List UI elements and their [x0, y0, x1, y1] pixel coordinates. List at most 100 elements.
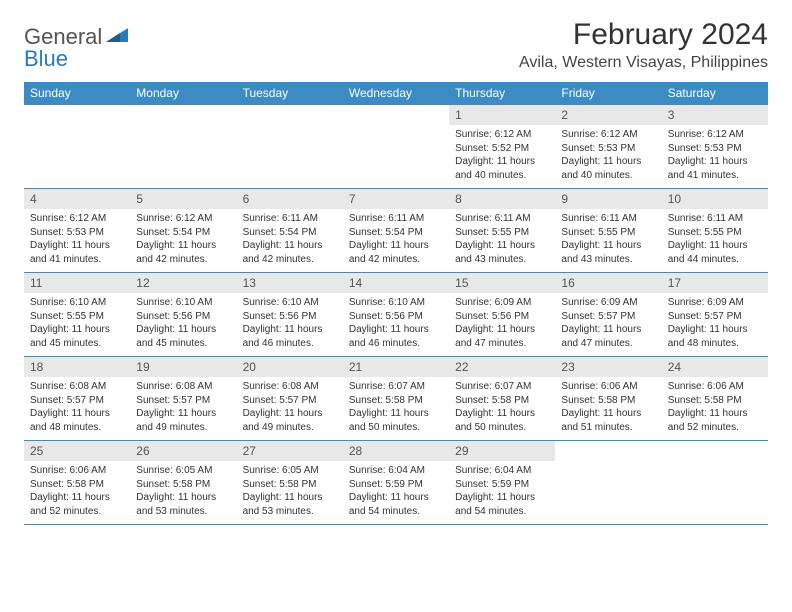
day-number: 21 — [343, 357, 449, 377]
header: General February 2024 Avila, Western Vis… — [24, 18, 768, 72]
day-cell: 10Sunrise: 6:11 AMSunset: 5:55 PMDayligh… — [662, 189, 768, 272]
day-cell: 22Sunrise: 6:07 AMSunset: 5:58 PMDayligh… — [449, 357, 555, 440]
day-details: Sunrise: 6:08 AMSunset: 5:57 PMDaylight:… — [130, 377, 236, 440]
day-number: 13 — [237, 273, 343, 293]
weekday-header: Saturday — [662, 82, 768, 104]
week-row: 1Sunrise: 6:12 AMSunset: 5:52 PMDaylight… — [24, 104, 768, 188]
day-number: 5 — [130, 189, 236, 209]
day-cell: 4Sunrise: 6:12 AMSunset: 5:53 PMDaylight… — [24, 189, 130, 272]
day-cell: 20Sunrise: 6:08 AMSunset: 5:57 PMDayligh… — [237, 357, 343, 440]
day-number: 6 — [237, 189, 343, 209]
week-row: 18Sunrise: 6:08 AMSunset: 5:57 PMDayligh… — [24, 356, 768, 440]
day-cell — [343, 105, 449, 188]
day-cell: 12Sunrise: 6:10 AMSunset: 5:56 PMDayligh… — [130, 273, 236, 356]
day-details: Sunrise: 6:09 AMSunset: 5:57 PMDaylight:… — [662, 293, 768, 356]
day-cell — [662, 441, 768, 524]
day-cell: 17Sunrise: 6:09 AMSunset: 5:57 PMDayligh… — [662, 273, 768, 356]
week-row: 4Sunrise: 6:12 AMSunset: 5:53 PMDaylight… — [24, 188, 768, 272]
day-cell: 3Sunrise: 6:12 AMSunset: 5:53 PMDaylight… — [662, 105, 768, 188]
day-cell: 9Sunrise: 6:11 AMSunset: 5:55 PMDaylight… — [555, 189, 661, 272]
day-details: Sunrise: 6:11 AMSunset: 5:55 PMDaylight:… — [555, 209, 661, 272]
day-cell: 21Sunrise: 6:07 AMSunset: 5:58 PMDayligh… — [343, 357, 449, 440]
day-cell — [555, 441, 661, 524]
day-details: Sunrise: 6:09 AMSunset: 5:57 PMDaylight:… — [555, 293, 661, 356]
day-cell: 5Sunrise: 6:12 AMSunset: 5:54 PMDaylight… — [130, 189, 236, 272]
weekday-header: Monday — [130, 82, 236, 104]
day-details: Sunrise: 6:10 AMSunset: 5:56 PMDaylight:… — [343, 293, 449, 356]
weekday-header: Tuesday — [237, 82, 343, 104]
weekday-header: Wednesday — [343, 82, 449, 104]
day-cell: 25Sunrise: 6:06 AMSunset: 5:58 PMDayligh… — [24, 441, 130, 524]
day-details: Sunrise: 6:06 AMSunset: 5:58 PMDaylight:… — [555, 377, 661, 440]
day-details: Sunrise: 6:05 AMSunset: 5:58 PMDaylight:… — [237, 461, 343, 524]
day-cell: 19Sunrise: 6:08 AMSunset: 5:57 PMDayligh… — [130, 357, 236, 440]
day-details: Sunrise: 6:06 AMSunset: 5:58 PMDaylight:… — [662, 377, 768, 440]
day-details: Sunrise: 6:10 AMSunset: 5:56 PMDaylight:… — [237, 293, 343, 356]
title-block: February 2024 Avila, Western Visayas, Ph… — [519, 18, 768, 72]
day-cell: 16Sunrise: 6:09 AMSunset: 5:57 PMDayligh… — [555, 273, 661, 356]
day-cell: 26Sunrise: 6:05 AMSunset: 5:58 PMDayligh… — [130, 441, 236, 524]
day-cell — [237, 105, 343, 188]
day-cell: 1Sunrise: 6:12 AMSunset: 5:52 PMDaylight… — [449, 105, 555, 188]
day-details: Sunrise: 6:08 AMSunset: 5:57 PMDaylight:… — [237, 377, 343, 440]
day-cell: 29Sunrise: 6:04 AMSunset: 5:59 PMDayligh… — [449, 441, 555, 524]
day-details: Sunrise: 6:12 AMSunset: 5:54 PMDaylight:… — [130, 209, 236, 272]
day-number: 3 — [662, 105, 768, 125]
day-details: Sunrise: 6:11 AMSunset: 5:55 PMDaylight:… — [449, 209, 555, 272]
weekday-header: Friday — [555, 82, 661, 104]
day-number: 20 — [237, 357, 343, 377]
day-number: 9 — [555, 189, 661, 209]
day-number: 29 — [449, 441, 555, 461]
day-details: Sunrise: 6:11 AMSunset: 5:55 PMDaylight:… — [662, 209, 768, 272]
day-cell: 8Sunrise: 6:11 AMSunset: 5:55 PMDaylight… — [449, 189, 555, 272]
day-details: Sunrise: 6:12 AMSunset: 5:52 PMDaylight:… — [449, 125, 555, 188]
day-details: Sunrise: 6:12 AMSunset: 5:53 PMDaylight:… — [555, 125, 661, 188]
day-details: Sunrise: 6:11 AMSunset: 5:54 PMDaylight:… — [237, 209, 343, 272]
day-details: Sunrise: 6:05 AMSunset: 5:58 PMDaylight:… — [130, 461, 236, 524]
day-number: 18 — [24, 357, 130, 377]
day-cell: 15Sunrise: 6:09 AMSunset: 5:56 PMDayligh… — [449, 273, 555, 356]
day-details: Sunrise: 6:04 AMSunset: 5:59 PMDaylight:… — [343, 461, 449, 524]
day-cell — [24, 105, 130, 188]
day-number: 1 — [449, 105, 555, 125]
day-details: Sunrise: 6:06 AMSunset: 5:58 PMDaylight:… — [24, 461, 130, 524]
day-details: Sunrise: 6:10 AMSunset: 5:55 PMDaylight:… — [24, 293, 130, 356]
day-number: 19 — [130, 357, 236, 377]
day-cell: 13Sunrise: 6:10 AMSunset: 5:56 PMDayligh… — [237, 273, 343, 356]
day-number: 2 — [555, 105, 661, 125]
weekday-header: Thursday — [449, 82, 555, 104]
day-number: 23 — [555, 357, 661, 377]
weekday-header-row: SundayMondayTuesdayWednesdayThursdayFrid… — [24, 82, 768, 104]
calendar-bottom-border — [24, 524, 768, 525]
day-number: 24 — [662, 357, 768, 377]
day-cell: 23Sunrise: 6:06 AMSunset: 5:58 PMDayligh… — [555, 357, 661, 440]
month-title: February 2024 — [519, 18, 768, 52]
logo-text-blue: Blue — [24, 46, 68, 71]
day-number: 27 — [237, 441, 343, 461]
day-number: 11 — [24, 273, 130, 293]
day-number: 26 — [130, 441, 236, 461]
day-number: 25 — [24, 441, 130, 461]
day-details: Sunrise: 6:09 AMSunset: 5:56 PMDaylight:… — [449, 293, 555, 356]
day-cell: 18Sunrise: 6:08 AMSunset: 5:57 PMDayligh… — [24, 357, 130, 440]
day-details: Sunrise: 6:07 AMSunset: 5:58 PMDaylight:… — [343, 377, 449, 440]
day-number: 8 — [449, 189, 555, 209]
day-number: 15 — [449, 273, 555, 293]
day-cell: 2Sunrise: 6:12 AMSunset: 5:53 PMDaylight… — [555, 105, 661, 188]
day-details: Sunrise: 6:07 AMSunset: 5:58 PMDaylight:… — [449, 377, 555, 440]
day-details: Sunrise: 6:10 AMSunset: 5:56 PMDaylight:… — [130, 293, 236, 356]
day-details: Sunrise: 6:12 AMSunset: 5:53 PMDaylight:… — [662, 125, 768, 188]
calendar: SundayMondayTuesdayWednesdayThursdayFrid… — [24, 82, 768, 525]
day-cell: 11Sunrise: 6:10 AMSunset: 5:55 PMDayligh… — [24, 273, 130, 356]
day-number: 10 — [662, 189, 768, 209]
week-row: 25Sunrise: 6:06 AMSunset: 5:58 PMDayligh… — [24, 440, 768, 524]
day-cell: 28Sunrise: 6:04 AMSunset: 5:59 PMDayligh… — [343, 441, 449, 524]
logo-triangle-icon — [106, 26, 128, 49]
day-number: 22 — [449, 357, 555, 377]
day-cell — [130, 105, 236, 188]
location-text: Avila, Western Visayas, Philippines — [519, 54, 768, 72]
day-number: 12 — [130, 273, 236, 293]
weekday-header: Sunday — [24, 82, 130, 104]
day-details: Sunrise: 6:12 AMSunset: 5:53 PMDaylight:… — [24, 209, 130, 272]
day-number: 14 — [343, 273, 449, 293]
